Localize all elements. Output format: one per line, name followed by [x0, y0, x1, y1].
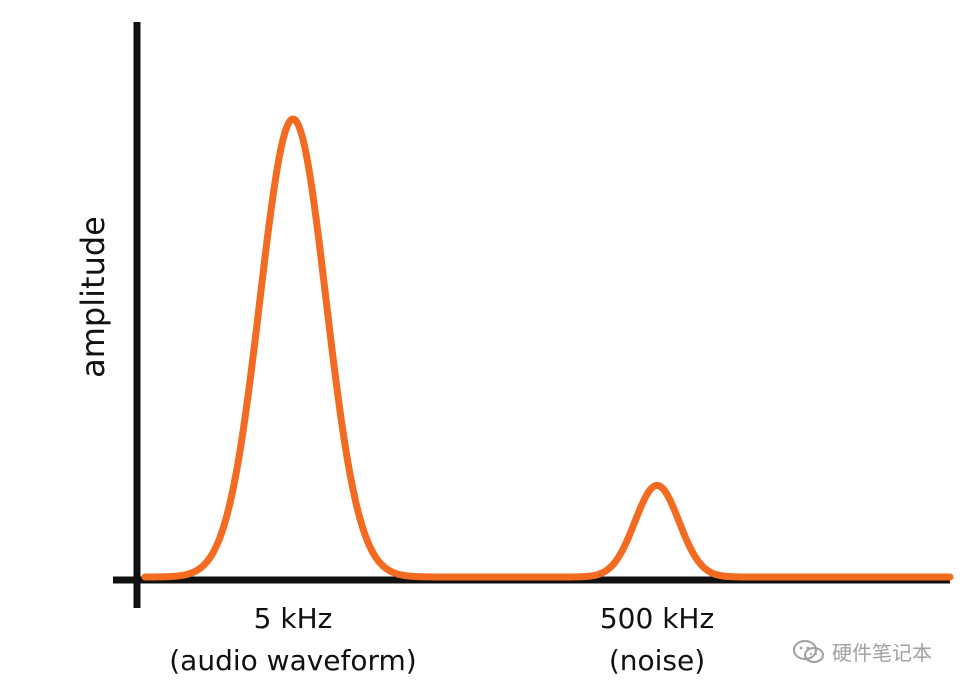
- y-axis-label: amplitude: [74, 216, 112, 378]
- x-tick-label-5khz: 5 kHz: [254, 602, 333, 635]
- wechat-icon: [793, 639, 824, 663]
- x-tick-sublabel-5khz: (audio waveform): [169, 644, 416, 677]
- x-tick-sublabel-500khz: (noise): [609, 644, 705, 677]
- watermark: 硬件笔记本: [792, 637, 932, 666]
- x-tick-label-500khz: 500 kHz: [600, 602, 714, 635]
- watermark-text: 硬件笔记本: [832, 641, 932, 665]
- spectrum-curve: [141, 115, 954, 581]
